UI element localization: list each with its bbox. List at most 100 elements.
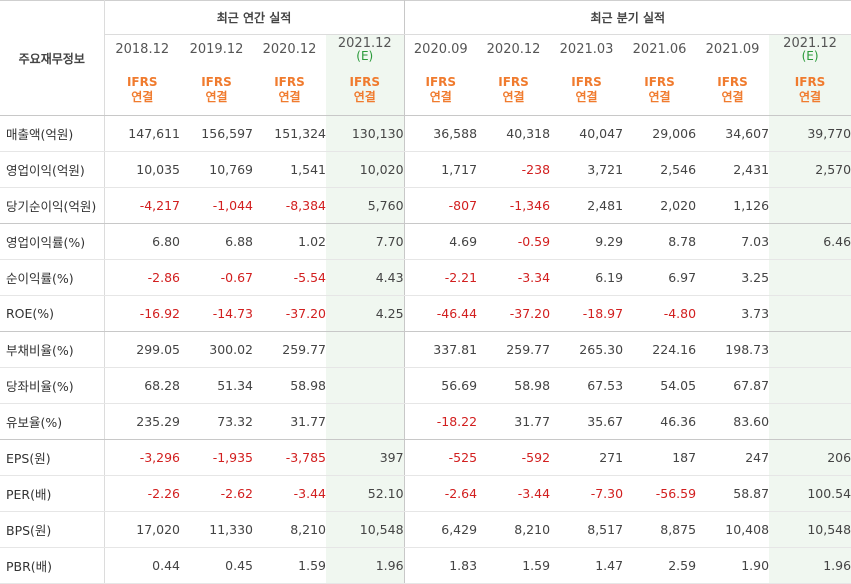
value-cell: -5.54 — [253, 259, 326, 296]
row-label: PBR(배) — [0, 547, 105, 584]
value-cell: 3,721 — [550, 151, 624, 188]
value-cell: 1.59 — [477, 547, 551, 584]
ifrs-label: IFRS — [794, 74, 826, 89]
consolidated-label: 연결 — [648, 89, 671, 104]
accounting-standard-cell: IFRS 연결 — [253, 64, 326, 116]
value-cell: 9.29 — [550, 223, 624, 260]
ifrs-label: IFRS — [126, 74, 158, 89]
accounting-standard-cell: IFRS 연결 — [404, 64, 478, 116]
row-label: PER(배) — [0, 475, 105, 512]
row-label: 부채비율(%) — [0, 331, 105, 368]
value-cell: -3.44 — [253, 475, 326, 512]
value-cell: 265.30 — [550, 331, 624, 368]
value-cell: 31.77 — [477, 403, 551, 440]
value-cell: -0.67 — [180, 259, 253, 296]
value-cell: 6.46 — [769, 223, 851, 260]
value-cell: 67.87 — [696, 367, 770, 404]
value-cell: 206 — [769, 439, 851, 476]
value-cell: -807 — [404, 187, 478, 224]
value-cell: 6.80 — [104, 223, 180, 260]
value-cell: -0.59 — [477, 223, 551, 260]
consolidated-label: 연결 — [278, 89, 301, 104]
period-header: 2019.12 — [180, 35, 253, 65]
value-cell: -3,785 — [253, 439, 326, 476]
value-cell: 73.32 — [180, 403, 253, 440]
value-cell: 8,210 — [253, 511, 326, 548]
consolidated-label: 연결 — [502, 89, 525, 104]
value-cell: 40,318 — [477, 115, 551, 152]
value-cell: 8,517 — [550, 511, 624, 548]
value-cell: -14.73 — [180, 295, 253, 332]
row-label: 순이익률(%) — [0, 259, 105, 296]
value-cell: 0.44 — [104, 547, 180, 584]
quarterly-results-header: 최근 분기 실적 — [404, 0, 851, 35]
value-cell: 8.78 — [623, 223, 697, 260]
value-cell: -2.21 — [404, 259, 478, 296]
value-cell — [769, 403, 851, 440]
value-cell: 1.47 — [550, 547, 624, 584]
consolidated-label: 연결 — [205, 89, 228, 104]
table-row: 부채비율(%) 299.05 300.02 259.77 337.81 259.77 265… — [0, 331, 851, 368]
ifrs-label: IFRS — [274, 74, 305, 89]
value-cell: -3,296 — [104, 439, 180, 476]
period-header: 2021.03 — [550, 35, 623, 65]
value-cell — [769, 367, 851, 404]
value-cell: 52.10 — [326, 475, 405, 512]
value-cell — [769, 259, 851, 296]
value-cell: 10,769 — [180, 151, 253, 188]
value-cell: 17,020 — [104, 511, 180, 548]
value-cell: 6,429 — [404, 511, 478, 548]
value-cell: 1.59 — [253, 547, 326, 584]
period-header: 2021.12 (E) — [326, 34, 405, 64]
period-label: 2020.12 — [262, 42, 317, 57]
value-cell: 6.88 — [180, 223, 253, 260]
accounting-standard-cell: IFRS 연결 — [550, 64, 624, 116]
value-cell: -46.44 — [404, 295, 478, 332]
period-label: 2021.12 — [337, 36, 392, 51]
value-cell: 130,130 — [326, 115, 405, 152]
accounting-standard-cell: IFRS 연결 — [326, 64, 405, 116]
value-cell: -592 — [477, 439, 551, 476]
period-header: 2021.09 — [696, 35, 769, 65]
value-cell: 299.05 — [104, 331, 180, 368]
value-cell: 6.97 — [623, 259, 697, 296]
row-label: 영업이익률(%) — [0, 223, 105, 260]
row-label: 매출액(억원) — [0, 115, 105, 152]
value-cell: 198.73 — [696, 331, 770, 368]
period-label: 2020.12 — [486, 42, 541, 57]
table-row: 당기순이익(억원) -4,217 -1,044 -8,384 5,760 -807 -1,3… — [0, 187, 851, 224]
accounting-standard-cell: IFRS 연결 — [180, 64, 253, 116]
period-label: 2021.09 — [705, 42, 760, 57]
value-cell: -3.34 — [477, 259, 551, 296]
value-cell: -56.59 — [623, 475, 697, 512]
value-cell: 5,760 — [326, 187, 405, 224]
value-cell: 151,324 — [253, 115, 326, 152]
value-cell: -1,346 — [477, 187, 551, 224]
period-label: 2018.12 — [115, 42, 170, 57]
value-cell: 1,717 — [404, 151, 478, 188]
value-cell: 3.73 — [696, 295, 770, 332]
value-cell: -16.92 — [104, 295, 180, 332]
value-cell: 83.60 — [696, 403, 770, 440]
value-cell: 10,020 — [326, 151, 405, 188]
value-cell: 2.59 — [623, 547, 697, 584]
value-cell — [769, 187, 851, 224]
value-cell: -238 — [477, 151, 551, 188]
consolidated-label: 연결 — [721, 89, 744, 104]
accounting-standard-cell: IFRS 연결 — [477, 64, 551, 116]
value-cell: 29,006 — [623, 115, 697, 152]
value-cell: 4.43 — [326, 259, 405, 296]
value-cell: 271 — [550, 439, 624, 476]
ifrs-label: IFRS — [644, 74, 675, 89]
value-cell: 58.87 — [696, 475, 770, 512]
value-cell — [769, 331, 851, 368]
period-header: 2020.12 — [253, 35, 326, 65]
value-cell: 10,035 — [104, 151, 180, 188]
consolidated-label: 연결 — [131, 89, 154, 104]
value-cell: 1,541 — [253, 151, 326, 188]
value-cell: 31.77 — [253, 403, 326, 440]
period-header: 2020.09 — [404, 35, 477, 65]
value-cell: 2,431 — [696, 151, 770, 188]
table-row: PER(배) -2.26 -2.62 -3.44 52.10 -2.64 -3.44 -7.3… — [0, 475, 851, 512]
